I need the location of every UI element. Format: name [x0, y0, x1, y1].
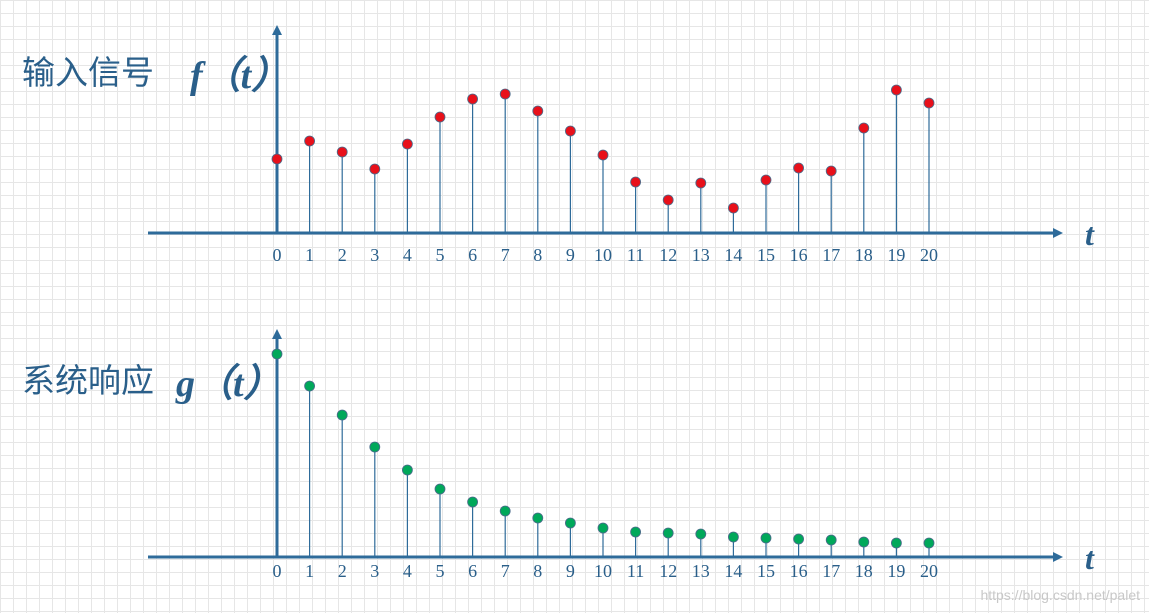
- x-tick-label: 13: [692, 561, 710, 581]
- stem-point: [793, 533, 804, 545]
- stem-point: [858, 122, 870, 134]
- stem-point: [793, 162, 804, 174]
- x-tick-label: 5: [436, 561, 445, 581]
- x-tick-label: 0: [273, 561, 282, 581]
- stem-point: [597, 149, 609, 161]
- stem-point: [304, 135, 316, 147]
- x-tick-label: 1: [305, 561, 314, 581]
- stem-point: [825, 165, 837, 177]
- x-tick-label: 6: [468, 245, 477, 265]
- stem-point: [369, 163, 381, 175]
- stem-point: [401, 464, 413, 476]
- watermark: https://blog.csdn.net/palet: [980, 587, 1140, 603]
- x-tick-label: 9: [566, 561, 575, 581]
- x-tick-label: 8: [533, 561, 542, 581]
- x-tick-label: 3: [370, 245, 379, 265]
- x-tick-label: 6: [468, 561, 477, 581]
- stem-point: [369, 441, 381, 453]
- stem-point: [499, 505, 511, 517]
- x-tick-label: 15: [757, 245, 775, 265]
- x-tick-label: 20: [920, 245, 938, 265]
- stem-point: [532, 512, 544, 524]
- stem-point: [923, 97, 935, 109]
- stem-point: [728, 531, 739, 543]
- x-tick-label: 17: [822, 245, 840, 265]
- stem-point: [304, 380, 316, 392]
- x-tick-label: 4: [403, 561, 412, 581]
- stem-point: [565, 125, 576, 137]
- stem-point: [825, 534, 837, 546]
- stem-point: [891, 537, 902, 549]
- x-tick-label: 17: [822, 561, 840, 581]
- stem-point: [499, 88, 511, 100]
- x-tick-label: 10: [594, 245, 612, 265]
- stem-point: [760, 532, 772, 544]
- stem-point: [467, 93, 479, 105]
- x-tick-label: 15: [757, 561, 775, 581]
- x-tick-label: 7: [501, 561, 510, 581]
- stem-point: [630, 176, 641, 188]
- x-tick-label: 20: [920, 561, 938, 581]
- stem-point: [662, 527, 674, 539]
- function-symbol: f（t）: [190, 54, 289, 97]
- chart-title: 输入信号: [22, 53, 154, 92]
- stem-point: [630, 526, 641, 538]
- stem-point: [597, 522, 609, 534]
- stem-point: [271, 153, 283, 165]
- x-tick-label: 5: [436, 245, 445, 265]
- x-tick-label: 12: [659, 245, 677, 265]
- stem-point: [923, 537, 935, 549]
- x-tick-label: 14: [724, 561, 742, 581]
- x-tick-label: 11: [627, 561, 644, 581]
- x-axis-label: t: [1085, 540, 1095, 576]
- stem-point: [401, 138, 413, 150]
- stem-point: [271, 348, 283, 360]
- stem-point: [434, 111, 446, 123]
- x-tick-label: 0: [273, 245, 282, 265]
- x-tick-label: 19: [887, 245, 905, 265]
- stem-point: [565, 517, 576, 529]
- x-tick-label: 10: [594, 561, 612, 581]
- x-tick-label: 2: [338, 561, 347, 581]
- x-tick-label: 3: [370, 561, 379, 581]
- x-tick-label: 8: [533, 245, 542, 265]
- stem-point: [336, 146, 348, 158]
- stem-point: [695, 528, 707, 540]
- x-tick-label: 13: [692, 245, 710, 265]
- stem-point: [858, 536, 870, 548]
- stem-point: [891, 84, 902, 96]
- x-tick-label: 18: [855, 561, 873, 581]
- stem-point: [662, 194, 674, 206]
- x-tick-label: 16: [790, 561, 808, 581]
- x-tick-label: 7: [501, 245, 510, 265]
- stem-point: [434, 483, 446, 495]
- x-axis-label: t: [1085, 216, 1095, 252]
- stem-point: [695, 177, 707, 189]
- stem-point: [532, 105, 544, 117]
- x-tick-label: 2: [338, 245, 347, 265]
- x-tick-label: 9: [566, 245, 575, 265]
- x-tick-label: 18: [855, 245, 873, 265]
- x-tick-label: 12: [659, 561, 677, 581]
- stem-point: [467, 496, 479, 508]
- x-tick-label: 1: [305, 245, 314, 265]
- function-symbol: g（t）: [175, 362, 282, 405]
- chart-title: 系统响应: [22, 361, 154, 400]
- stem-point: [760, 174, 772, 186]
- stem-point: [728, 202, 739, 214]
- x-tick-label: 16: [790, 245, 808, 265]
- x-tick-label: 4: [403, 245, 412, 265]
- x-tick-label: 19: [887, 561, 905, 581]
- stem-point: [336, 409, 348, 421]
- x-tick-label: 14: [724, 245, 742, 265]
- x-tick-label: 11: [627, 245, 644, 265]
